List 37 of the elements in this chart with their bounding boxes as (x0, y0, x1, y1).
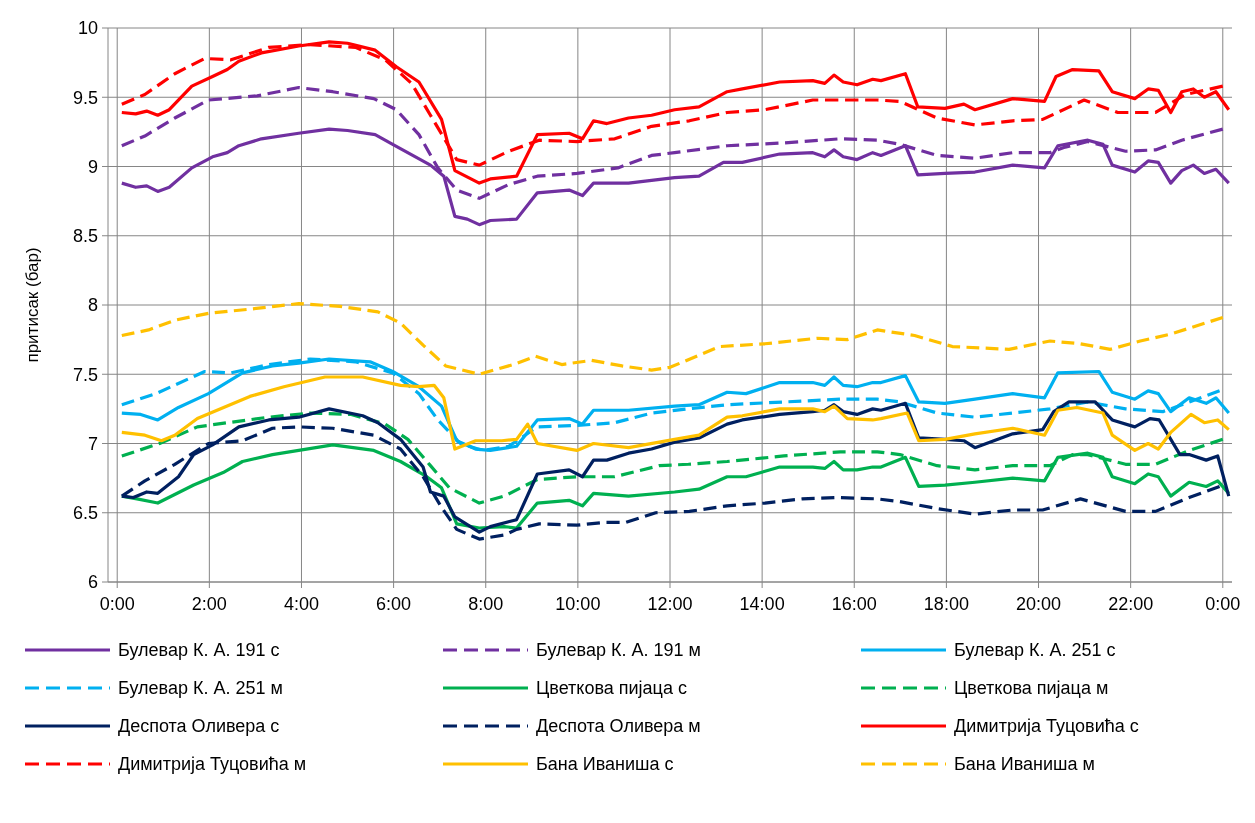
y-tick-label: 6.5 (72, 503, 98, 524)
x-tick-label: 22:00 (1108, 594, 1154, 614)
legend-label: Булевар К. А. 251 м (118, 678, 283, 699)
x-tick-label: 8:00 (468, 594, 504, 614)
legend-label: Булевар К. А. 251 с (954, 640, 1116, 661)
legend-label: Деспота Оливера с (118, 716, 280, 737)
x-tick-label: 0:00 (1205, 594, 1241, 614)
y-tick-label: 8 (87, 295, 98, 316)
legend-label: Бана Иваниша м (954, 754, 1095, 775)
legend-label: Димитрија Туцовића м (118, 754, 307, 775)
legend-label: Цветкова пијаца с (536, 678, 687, 699)
x-tick-label: 10:00 (555, 594, 601, 614)
line-series (120, 302, 1225, 376)
legend-label: Бана Иваниша с (536, 754, 674, 775)
x-tick-label: 4:00 (283, 594, 319, 614)
legend-label: Булевар К. А. 191 м (536, 640, 701, 661)
x-tick-label: 14:00 (739, 594, 785, 614)
x-tick-label: 16:00 (831, 594, 877, 614)
legend-label: Цветкова пијаца м (954, 678, 1109, 699)
y-tick-label: 7 (87, 433, 98, 454)
y-tick-label: 7.5 (72, 364, 98, 385)
legend-label: Димитрија Туцовића с (954, 716, 1139, 737)
x-tick-label: 20:00 (1016, 594, 1062, 614)
x-tick-label: 12:00 (647, 594, 693, 614)
legend-label: Булевар К. А. 191 с (118, 640, 280, 661)
y-tick-label: 9 (87, 156, 98, 177)
x-tick-label: 0:00 (99, 594, 135, 614)
y-tick-label: 8.5 (72, 226, 98, 247)
y-axis-title: притисак (бар) (23, 247, 42, 363)
x-tick-label: 18:00 (923, 594, 969, 614)
x-tick-label: 6:00 (376, 594, 412, 614)
y-tick-label: 9.5 (72, 87, 98, 108)
x-tick-label: 2:00 (191, 594, 227, 614)
line-series (120, 375, 1231, 453)
legend-label: Деспота Оливера м (536, 716, 701, 737)
y-tick-label: 10 (77, 18, 98, 39)
y-tick-label: 6 (87, 572, 98, 593)
